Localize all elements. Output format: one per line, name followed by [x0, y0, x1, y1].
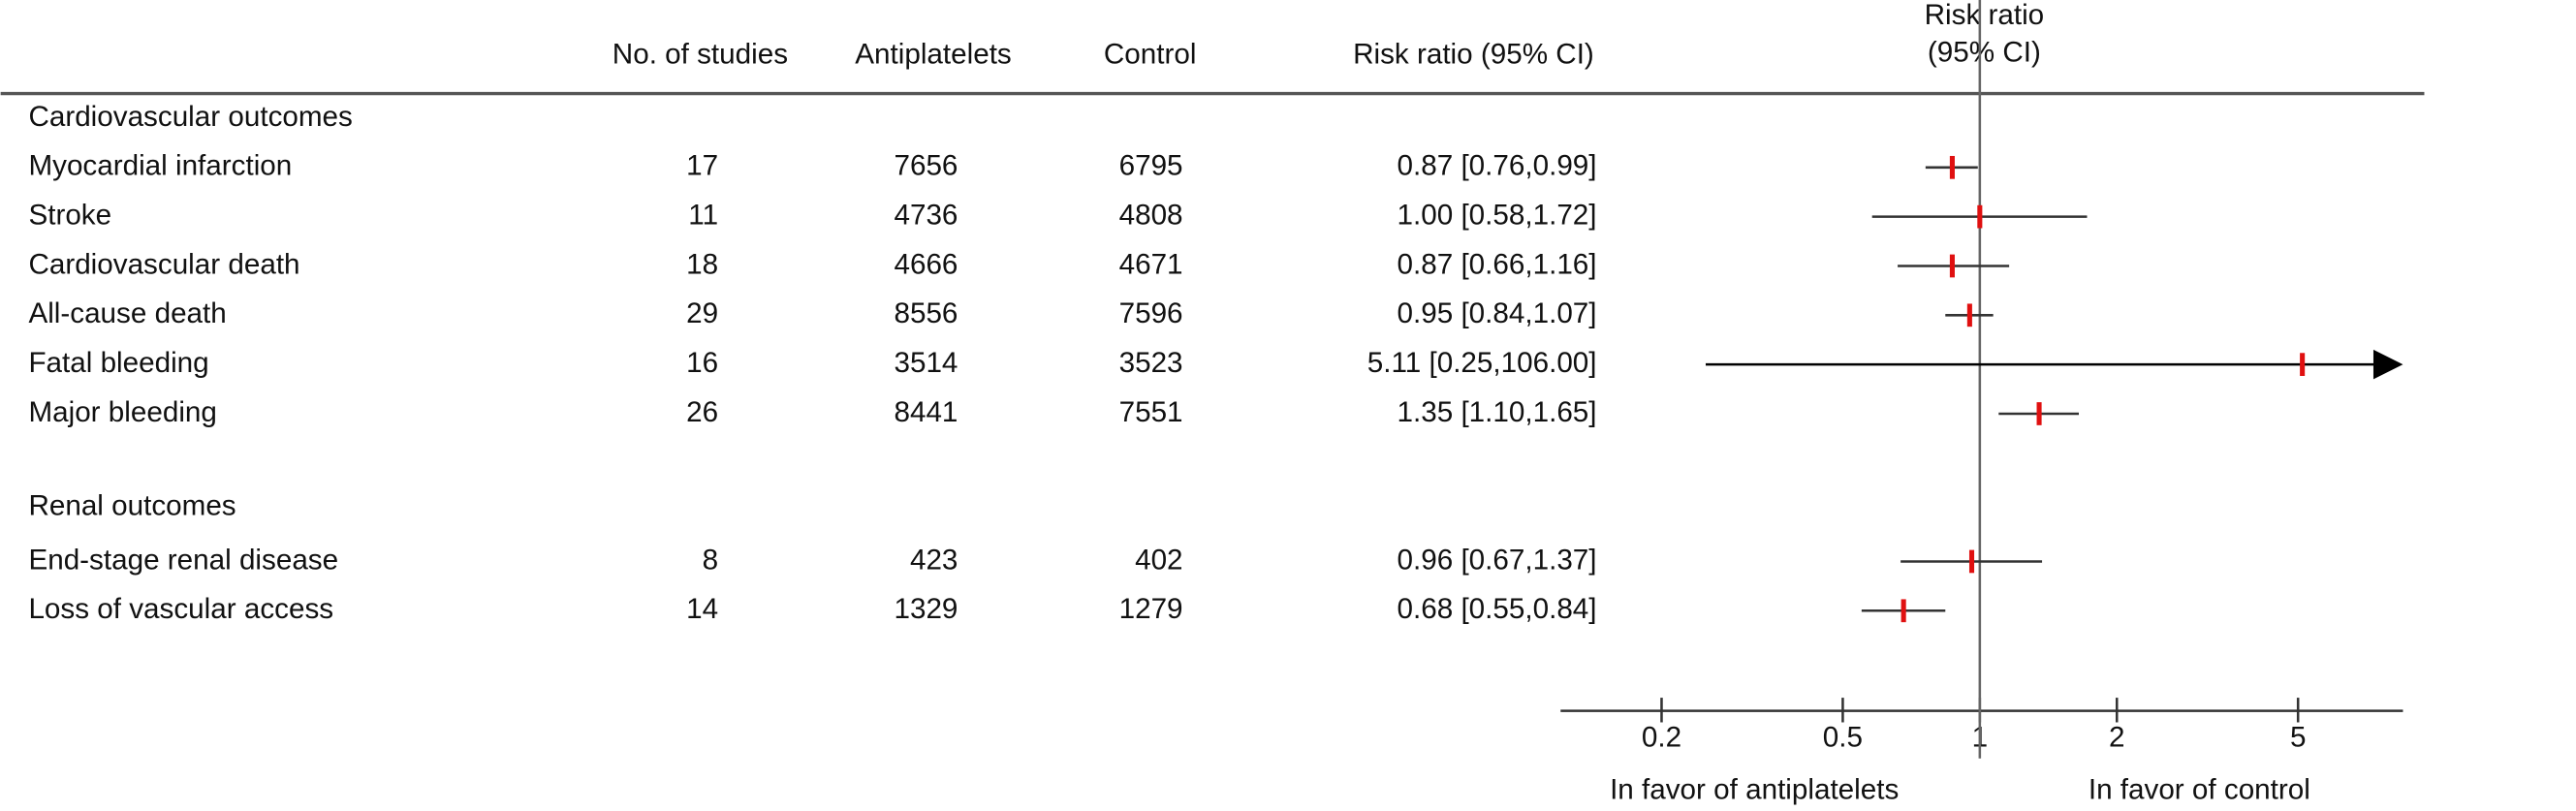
studies: 26: [686, 396, 718, 428]
column-header: No. of studies: [613, 38, 788, 70]
antiplatelets: 1329: [894, 593, 958, 625]
column-header: Antiplatelets: [855, 38, 1011, 70]
studies: 14: [686, 593, 718, 625]
row-label: Myocardial infarction: [28, 150, 292, 182]
x-tick-label: 0.5: [1823, 721, 1863, 753]
x-tick-label: 5: [2290, 721, 2307, 753]
favor-label: In favor of antiplatelets: [1610, 773, 1899, 805]
x-tick-label: 2: [2109, 721, 2125, 753]
risk-ratio: 0.96 [0.67,1.37]: [1398, 544, 1597, 576]
risk-ratio: 0.87 [0.76,0.99]: [1398, 150, 1597, 182]
row-label: All-cause death: [28, 297, 226, 329]
row-label: Stroke: [28, 199, 111, 231]
studies: 17: [686, 150, 718, 182]
control: 402: [1135, 544, 1182, 576]
studies: 11: [688, 199, 718, 231]
risk-ratio: 0.68 [0.55,0.84]: [1398, 593, 1597, 625]
section-label: Renal outcomes: [28, 489, 236, 521]
ci-arrow: [2372, 349, 2403, 380]
risk-ratio: 1.00 [0.58,1.72]: [1398, 199, 1597, 231]
row-label: Fatal bleeding: [28, 347, 208, 379]
plot-header: (95% CI): [1928, 37, 2041, 69]
row-label: End-stage renal disease: [28, 544, 338, 576]
x-tick-label: 0.2: [1642, 721, 1681, 753]
column-header: Control: [1104, 38, 1197, 70]
antiplatelets: 8441: [894, 396, 958, 428]
control: 3523: [1119, 347, 1183, 379]
antiplatelets: 423: [910, 544, 958, 576]
risk-ratio: 5.11 [0.25,106.00]: [1367, 347, 1597, 379]
studies: 29: [686, 297, 718, 329]
plot-header: Risk ratio: [1925, 0, 2045, 31]
row-label: Loss of vascular access: [28, 593, 333, 625]
antiplatelets: 4736: [894, 199, 958, 231]
studies: 8: [703, 544, 718, 576]
control: 7551: [1119, 396, 1183, 428]
control: 1279: [1119, 593, 1183, 625]
risk-ratio: 1.35 [1.10,1.65]: [1398, 396, 1597, 428]
section-label: Cardiovascular outcomes: [28, 101, 352, 133]
column-header: Risk ratio (95% CI): [1353, 38, 1594, 70]
risk-ratio: 0.87 [0.66,1.16]: [1398, 248, 1597, 280]
control: 6795: [1119, 150, 1183, 182]
studies: 16: [686, 347, 718, 379]
control: 7596: [1119, 297, 1183, 329]
antiplatelets: 3514: [894, 347, 958, 379]
favor-label: In favor of control: [2089, 773, 2310, 805]
control: 4671: [1119, 248, 1183, 280]
antiplatelets: 7656: [894, 150, 958, 182]
antiplatelets: 4666: [894, 248, 958, 280]
row-label: Major bleeding: [28, 396, 216, 428]
studies: 18: [686, 248, 718, 280]
control: 4808: [1119, 199, 1183, 231]
risk-ratio: 0.95 [0.84,1.07]: [1398, 297, 1597, 329]
antiplatelets: 8556: [894, 297, 958, 329]
row-label: Cardiovascular death: [28, 248, 299, 280]
